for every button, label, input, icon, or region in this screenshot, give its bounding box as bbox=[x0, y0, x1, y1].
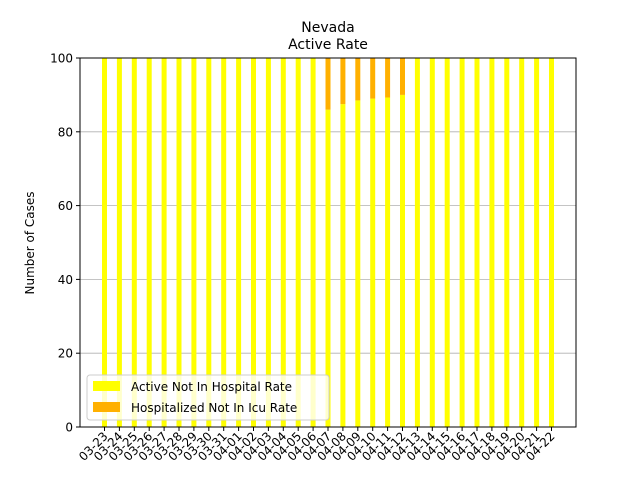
bar-segment bbox=[146, 58, 152, 427]
legend-label: Hospitalized Not In Icu Rate bbox=[131, 401, 297, 415]
bar-segment bbox=[325, 109, 331, 427]
bar-segment bbox=[325, 58, 331, 110]
legend: Active Not In Hospital Rate Hospitalized … bbox=[86, 374, 330, 421]
bars bbox=[102, 58, 554, 428]
bar-segment bbox=[251, 58, 256, 427]
bar-segment bbox=[519, 58, 525, 427]
bar-segment bbox=[355, 100, 361, 427]
bar-segment bbox=[459, 58, 465, 427]
bar-segment bbox=[340, 58, 346, 105]
bar-segment bbox=[355, 58, 361, 101]
bar-segment bbox=[116, 58, 122, 427]
bar-segment bbox=[131, 58, 137, 427]
bar-segment bbox=[444, 58, 450, 427]
bar-segment bbox=[549, 58, 554, 427]
bar-segment bbox=[385, 97, 391, 427]
bar-segment bbox=[385, 58, 391, 98]
y-tick-label: 0 bbox=[65, 421, 73, 435]
bar-segment bbox=[429, 58, 435, 427]
y-axis-label: Number of Cases bbox=[23, 191, 37, 294]
bar-segment bbox=[236, 58, 242, 427]
y-tick-label: 80 bbox=[58, 125, 73, 139]
bar-segment bbox=[534, 58, 540, 427]
x-axis: 03-2303-2403-2503-2603-2703-2803-2903-30… bbox=[76, 427, 558, 464]
legend-box bbox=[86, 374, 330, 421]
chart-subtitle: Active Rate bbox=[288, 37, 368, 53]
bar-segment bbox=[504, 58, 510, 427]
bar-segment bbox=[474, 58, 480, 427]
y-tick-label: 60 bbox=[58, 199, 73, 213]
bar-segment bbox=[295, 58, 301, 427]
y-tick-label: 40 bbox=[58, 273, 73, 287]
y-tick-label: 100 bbox=[50, 52, 73, 66]
bar-segment bbox=[489, 58, 495, 427]
bar-segment bbox=[265, 58, 271, 427]
bar-segment bbox=[191, 58, 197, 427]
bar-segment bbox=[221, 58, 227, 427]
bar-segment bbox=[161, 58, 167, 427]
bar-segment bbox=[310, 58, 316, 427]
y-tick-label: 20 bbox=[58, 347, 73, 361]
bar-segment bbox=[370, 58, 376, 99]
y-axis: 0 20 40 60 80 100 bbox=[50, 52, 80, 435]
bar-segment bbox=[370, 98, 376, 427]
legend-swatch bbox=[93, 381, 120, 391]
bar-segment bbox=[414, 58, 420, 427]
legend-label: Active Not In Hospital Rate bbox=[131, 380, 292, 394]
chart-title: Nevada bbox=[301, 20, 354, 36]
bar-segment bbox=[206, 58, 212, 427]
legend-swatch bbox=[93, 402, 120, 412]
bar-segment bbox=[176, 58, 182, 427]
bar-segment bbox=[400, 94, 405, 428]
bar-segment bbox=[400, 58, 405, 95]
bar-segment bbox=[340, 104, 346, 427]
bar-segment bbox=[280, 58, 286, 427]
bar-segment bbox=[102, 58, 107, 427]
